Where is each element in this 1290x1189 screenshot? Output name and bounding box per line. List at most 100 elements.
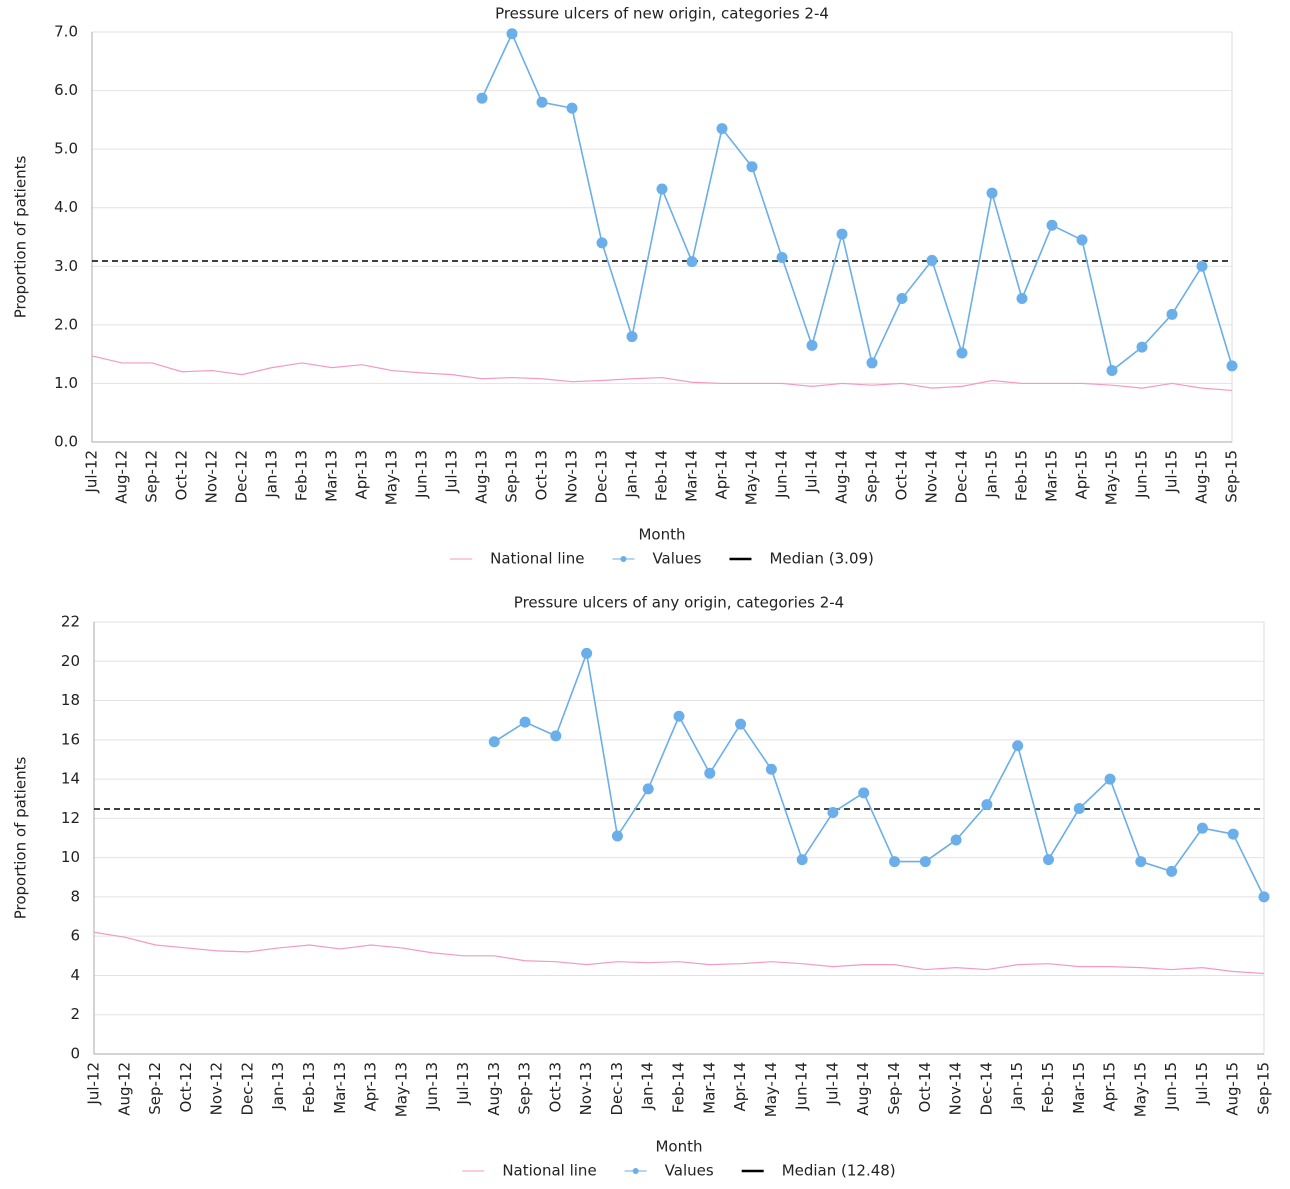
data-point — [776, 252, 788, 263]
data-point — [1106, 365, 1118, 377]
x-tick-label: Oct-13 — [546, 1062, 564, 1112]
series-line — [493, 650, 1265, 898]
data-point — [746, 161, 758, 173]
series-line — [91, 355, 1233, 392]
x-tick-label: Jul-12 — [83, 450, 101, 494]
x-tick-label: Jun-14 — [793, 1062, 811, 1111]
x-tick-label: Jul-14 — [803, 450, 821, 494]
y-tick-label: 20 — [61, 652, 80, 670]
data-point — [866, 357, 878, 369]
x-tick-label: Jul-15 — [1163, 450, 1181, 494]
y-tick-label: 1.0 — [54, 374, 78, 392]
x-tick-label: May-15 — [1131, 1062, 1149, 1117]
x-tick-label: Dec-12 — [233, 450, 251, 504]
x-tick-label: May-14 — [743, 450, 761, 505]
y-tick-label: 5.0 — [54, 140, 78, 158]
data-point — [926, 254, 938, 266]
legend-label: Median (3.09) — [769, 550, 873, 568]
x-tick-label: Mar-15 — [1043, 450, 1061, 502]
data-point — [956, 347, 968, 359]
x-tick-label: Sep-14 — [863, 450, 881, 503]
data-point — [806, 339, 818, 351]
y-axis-label: Proportion of patients — [12, 156, 30, 319]
x-tick-label: Oct-14 — [893, 450, 911, 500]
y-tick-label: 7.0 — [54, 23, 78, 41]
data-point — [716, 123, 728, 135]
data-point — [656, 183, 668, 195]
x-tick-label: Feb-14 — [653, 450, 671, 501]
x-tick-label: Sep-12 — [143, 450, 161, 503]
x-tick-label: Jul-13 — [443, 450, 461, 494]
data-point — [626, 331, 638, 343]
x-tick-label: Mar-13 — [331, 1062, 349, 1114]
y-tick-label: 16 — [61, 730, 80, 748]
data-point — [506, 28, 518, 40]
data-point — [536, 96, 548, 108]
data-point — [1227, 828, 1239, 840]
data-point — [1166, 308, 1178, 320]
x-tick-label: Sep-12 — [146, 1062, 164, 1115]
data-point — [889, 856, 901, 868]
y-tick-label: 8 — [70, 887, 80, 905]
data-point — [981, 799, 993, 811]
data-point — [950, 834, 962, 846]
data-point — [858, 787, 870, 799]
plot-frame — [93, 621, 1265, 1055]
x-tick-label: Jan-13 — [263, 450, 281, 499]
x-tick-label: Dec-12 — [238, 1062, 256, 1116]
data-point — [1196, 822, 1208, 834]
data-point — [1076, 234, 1088, 246]
data-point — [919, 856, 931, 868]
y-tick-label: 4.0 — [54, 198, 78, 216]
x-tick-label: Nov-13 — [563, 450, 581, 503]
x-tick-label: Feb-15 — [1039, 1062, 1057, 1113]
data-point — [1135, 856, 1147, 868]
data-point — [1016, 293, 1028, 304]
y-tick-label: 6.0 — [54, 81, 78, 99]
x-tick-label: Jan-14 — [639, 1062, 657, 1111]
data-point — [566, 102, 578, 114]
y-tick-label: 3.0 — [54, 257, 78, 275]
data-point — [596, 237, 608, 249]
x-tick-label: Jan-15 — [983, 450, 1001, 499]
x-tick-label: Nov-14 — [947, 1062, 965, 1115]
x-tick-label: Apr-14 — [731, 1062, 749, 1112]
data-point — [1073, 803, 1085, 815]
x-tick-label: Jan-15 — [1008, 1062, 1026, 1111]
y-tick-label: 4 — [70, 966, 80, 984]
x-tick-label: Aug-13 — [473, 450, 491, 504]
y-tick-label: 10 — [61, 848, 80, 866]
x-tick-label: Dec-14 — [953, 450, 971, 504]
x-tick-label: Sep-15 — [1223, 450, 1241, 503]
x-tick-label: Jan-14 — [623, 450, 641, 499]
x-tick-label: Jun-15 — [1133, 450, 1151, 499]
legend-label: Median (12.48) — [782, 1162, 896, 1180]
x-tick-label: May-13 — [383, 450, 401, 505]
x-tick-label: Aug-14 — [833, 450, 851, 504]
data-point — [1104, 773, 1116, 785]
x-tick-label: Nov-12 — [203, 450, 221, 503]
legend-marker — [632, 1168, 639, 1174]
x-tick-label: Feb-13 — [300, 1062, 318, 1113]
data-point — [1042, 854, 1054, 866]
series-line — [93, 931, 1265, 975]
x-tick-label: Mar-13 — [323, 450, 341, 502]
y-tick-label: 2 — [70, 1005, 80, 1023]
x-tick-label: Aug-14 — [854, 1062, 872, 1116]
legend-label: National line — [490, 550, 584, 568]
x-tick-label: Jun-15 — [1162, 1062, 1180, 1111]
data-point — [1258, 891, 1270, 903]
x-tick-label: Mar-14 — [700, 1062, 718, 1114]
x-tick-label: Aug-12 — [115, 1062, 133, 1116]
x-tick-label: Sep-13 — [516, 1062, 534, 1115]
data-point — [1226, 360, 1238, 372]
data-point — [1196, 260, 1208, 272]
x-tick-label: Dec-13 — [593, 450, 611, 504]
chart-title: Pressure ulcers of any origin, categorie… — [514, 594, 844, 612]
y-tick-label: 2.0 — [54, 315, 78, 333]
data-point — [765, 763, 777, 775]
data-point — [488, 736, 500, 748]
data-point — [836, 228, 848, 240]
data-point — [1166, 865, 1178, 877]
x-tick-label: Aug-15 — [1224, 1062, 1242, 1116]
